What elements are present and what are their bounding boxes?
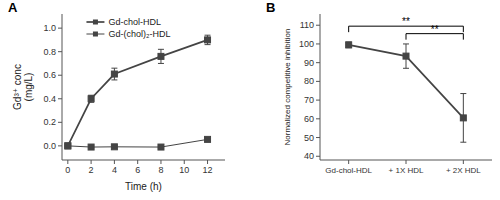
x-axis-line (62, 160, 225, 161)
y-axis-line (320, 14, 321, 160)
marker (88, 96, 94, 102)
y-tick (58, 98, 62, 99)
panel: 40 50 60 70 80 90 100 110 Gd-chol-HDL + 1X HDL + 2… (266, 0, 492, 175)
y-tick-label: 0.8 (43, 47, 56, 57)
y-tick-label: 1.0 (43, 23, 56, 33)
panel-label: A (8, 0, 18, 15)
y-tick-label: 0.0 (43, 141, 56, 151)
legend: Gd-chol-HDL Gd-(chol)₂-HDL (86, 17, 170, 39)
x-tick (137, 160, 138, 164)
y-axis-label-line: Gd³⁺ conc (12, 64, 23, 110)
plot-area (65, 35, 211, 150)
y-tick-label: 0.4 (43, 94, 56, 104)
marker (403, 53, 409, 59)
significance-label: ** (431, 24, 439, 35)
x-tick-label: 0 (65, 165, 70, 175)
significance-label: ** (402, 16, 410, 27)
y-tick (316, 118, 320, 119)
x-tick-label: 2 (89, 165, 94, 175)
error-bar (403, 44, 409, 68)
marker (158, 53, 164, 59)
legend-marker (93, 20, 98, 25)
marker (88, 144, 94, 150)
y-axis-line (62, 14, 63, 160)
y-tick-label: 50 (304, 133, 314, 143)
y-tick (58, 145, 62, 146)
y-tick (316, 62, 320, 63)
y-axis-label: Gd³⁺ conc(mg/L) (12, 64, 34, 110)
x-tick (160, 160, 161, 164)
series-line (349, 45, 464, 118)
marker (158, 144, 164, 150)
panel: 0.00.20.40.60.81.0024681012Gd-chol-HDLGd… (8, 0, 225, 192)
x-tick (348, 160, 349, 164)
marker (460, 115, 466, 121)
y-tick-label: 90 (304, 58, 314, 68)
x-tick (184, 160, 185, 164)
y-tick (58, 122, 62, 123)
x-axis-label: Time (h) (125, 181, 162, 192)
x-tick-label: 6 (135, 165, 140, 175)
y-tick (316, 100, 320, 101)
x-tick-label: 4 (112, 165, 117, 175)
y-tick (316, 81, 320, 82)
y-tick (316, 25, 320, 26)
y-axis-label: Normalized competitive inhibition (283, 29, 292, 146)
marker (346, 42, 352, 48)
y-axis-label-line: (mg/L) (23, 73, 34, 102)
plot-area (346, 42, 467, 142)
x-tick-label: 10 (179, 165, 189, 175)
error-bar (460, 94, 466, 143)
x-tick (207, 160, 208, 164)
y-tick-label: 100 (299, 39, 314, 49)
x-tick (67, 160, 68, 164)
y-tick (316, 137, 320, 138)
chart: 0.00.20.40.60.81.0024681012Gd-chol-HDLGd… (0, 0, 500, 200)
y-tick-label: 80 (304, 76, 314, 86)
x-tick-label: 8 (158, 165, 163, 175)
x-tick-label: + 2X HDL (446, 166, 481, 175)
panel-label: B (266, 0, 275, 15)
x-tick-label: + 1X HDL (389, 166, 424, 175)
error-bar (88, 95, 94, 102)
y-tick-label: 60 (304, 114, 314, 124)
x-tick (114, 160, 115, 164)
x-axis-line (320, 160, 492, 161)
y-tick-label: 110 (300, 20, 314, 30)
marker (65, 143, 71, 149)
x-tick-label: 12 (203, 165, 213, 175)
y-tick (316, 43, 320, 44)
x-tick (463, 160, 464, 164)
y-tick-label: 0.2 (43, 117, 56, 127)
y-tick (316, 156, 320, 157)
error-bar (205, 35, 211, 44)
y-tick-label: 0.6 (43, 70, 56, 80)
y-tick-label: 70 (304, 95, 314, 105)
marker (111, 71, 117, 77)
y-axis-label-line: Normalized competitive inhibition (283, 29, 292, 146)
series-line (68, 40, 208, 146)
error-bar (346, 42, 352, 48)
y-tick-label: 40 (304, 151, 314, 161)
legend-label: Gd-chol-HDL (108, 17, 161, 27)
x-tick (91, 160, 92, 164)
marker (65, 143, 71, 149)
x-tick-label: Gd-chol-HDL (325, 166, 372, 175)
y-tick (58, 75, 62, 76)
legend-label: Gd-(chol)₂-HDL (108, 29, 170, 39)
legend-marker (93, 32, 98, 37)
y-tick (58, 28, 62, 29)
marker (111, 144, 117, 150)
x-tick (406, 160, 407, 164)
y-tick (58, 51, 62, 52)
marker (205, 136, 211, 142)
error-bar (111, 68, 117, 80)
marker (205, 37, 211, 43)
error-bar (158, 49, 164, 63)
